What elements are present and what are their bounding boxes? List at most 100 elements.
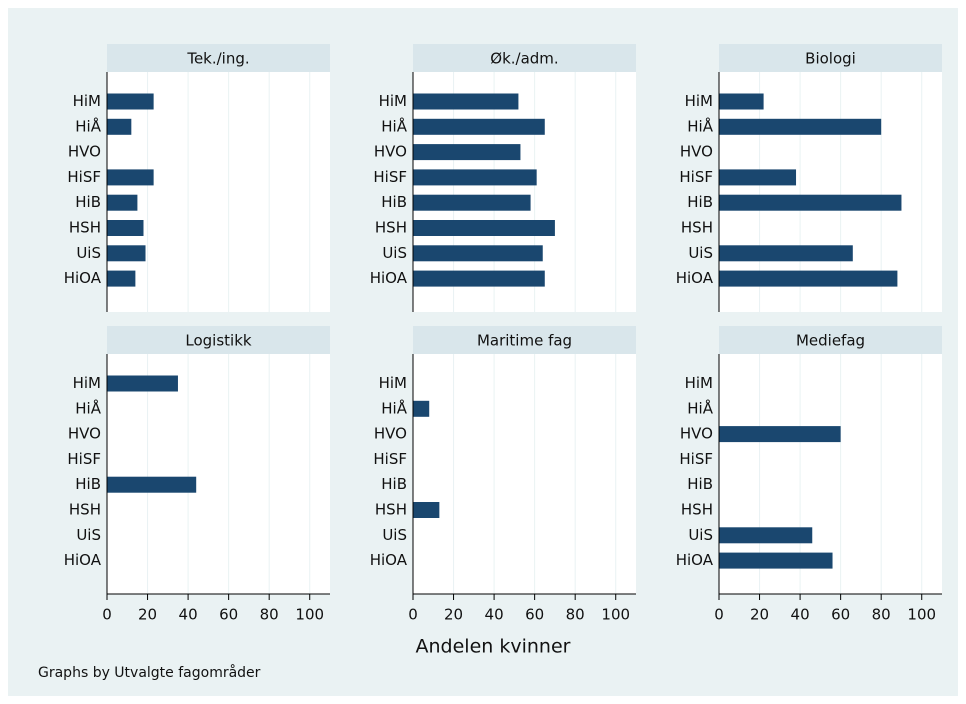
y-tick-label: HiSF — [373, 168, 407, 186]
y-tick-label: HiSF — [67, 168, 101, 186]
bar — [107, 375, 178, 392]
y-tick-label: HiOA — [676, 551, 714, 569]
x-tick-label: 100 — [295, 606, 324, 624]
plot-area — [107, 354, 330, 594]
y-tick-label: UiS — [76, 244, 101, 262]
y-tick-label: HiOA — [370, 269, 408, 287]
y-tick-label: HiÅ — [75, 116, 101, 135]
strip — [107, 44, 330, 72]
x-tick-label: 0 — [408, 606, 418, 624]
y-tick-label: HiÅ — [381, 398, 407, 417]
y-tick-label: UiS — [688, 526, 713, 544]
y-tick-label: HVO — [68, 143, 101, 161]
bar — [719, 426, 841, 443]
y-tick-label: HiSF — [67, 450, 101, 468]
plot-area — [413, 354, 636, 594]
x-tick-label: 60 — [831, 606, 850, 624]
y-tick-label: HSH — [681, 219, 713, 237]
strip — [719, 326, 942, 354]
y-tick-label: HiM — [73, 92, 101, 110]
y-tick-label: HiB — [381, 475, 407, 493]
bar — [719, 169, 797, 186]
y-tick-label: UiS — [688, 244, 713, 262]
y-tick-label: HiB — [687, 475, 713, 493]
bar — [107, 476, 197, 493]
y-tick-label: HVO — [680, 425, 713, 443]
bar — [719, 194, 902, 211]
x-tick-label: 100 — [907, 606, 936, 624]
strip — [719, 44, 942, 72]
bar — [413, 400, 430, 417]
note: Graphs by Utvalgte fagområder — [38, 664, 261, 681]
bar — [719, 270, 898, 287]
bar — [413, 245, 543, 262]
y-tick-label: HiÅ — [687, 398, 713, 417]
bar — [107, 93, 154, 110]
x-tick-label: 100 — [601, 606, 630, 624]
y-tick-label: HSH — [375, 501, 407, 519]
x-tick-label: 40 — [791, 606, 810, 624]
x-tick-label: 80 — [872, 606, 891, 624]
bar — [413, 270, 545, 287]
x-tick-label: 40 — [179, 606, 198, 624]
bar — [413, 144, 521, 161]
bar — [413, 93, 519, 110]
y-tick-label: HSH — [681, 501, 713, 519]
y-tick-label: HiOA — [370, 551, 408, 569]
panel-title: Mediefag — [796, 332, 865, 350]
bar — [719, 93, 764, 110]
y-tick-label: HiOA — [64, 269, 102, 287]
y-tick-label: HSH — [375, 219, 407, 237]
y-tick-label: HiB — [381, 193, 407, 211]
bar — [107, 169, 154, 186]
y-tick-label: HSH — [69, 501, 101, 519]
bar — [413, 502, 440, 518]
x-tick-label: 20 — [750, 606, 769, 624]
bar — [719, 527, 813, 544]
x-tick-label: 0 — [102, 606, 112, 624]
x-tick-label: 0 — [714, 606, 724, 624]
x-tick-label: 80 — [260, 606, 279, 624]
panel-title: Tek./ing. — [186, 50, 249, 68]
x-tick-label: 20 — [444, 606, 463, 624]
y-tick-label: HiB — [687, 193, 713, 211]
y-tick-label: UiS — [76, 526, 101, 544]
y-tick-label: HiB — [75, 193, 101, 211]
bar — [107, 245, 146, 262]
y-tick-label: HiSF — [679, 450, 713, 468]
bar — [107, 220, 144, 236]
y-tick-label: UiS — [382, 526, 407, 544]
strip — [413, 44, 636, 72]
panel-title: Øk./adm. — [490, 50, 558, 68]
x-tick-label: 80 — [566, 606, 585, 624]
y-tick-label: HVO — [680, 143, 713, 161]
bar — [107, 270, 136, 287]
y-tick-label: HiSF — [373, 450, 407, 468]
y-tick-label: HiÅ — [381, 116, 407, 135]
y-tick-label: HVO — [374, 143, 407, 161]
y-tick-label: HVO — [68, 425, 101, 443]
x-axis-label: Andelen kvinner — [416, 636, 571, 658]
bar — [719, 552, 833, 569]
y-tick-label: HiM — [379, 374, 407, 392]
bar — [107, 194, 138, 211]
y-tick-label: HiÅ — [75, 398, 101, 417]
strip — [413, 326, 636, 354]
bar — [413, 169, 537, 186]
x-tick-label: 60 — [525, 606, 544, 624]
y-tick-label: HiM — [685, 92, 713, 110]
y-tick-label: HiOA — [676, 269, 714, 287]
panel-title: Biologi — [805, 50, 856, 68]
y-tick-label: HiM — [73, 374, 101, 392]
bar — [107, 118, 132, 135]
bar — [413, 118, 545, 135]
x-tick-label: 40 — [485, 606, 504, 624]
y-tick-label: UiS — [382, 244, 407, 262]
bar — [413, 194, 531, 211]
bar — [719, 118, 882, 135]
bar — [413, 220, 555, 236]
plot-area — [107, 72, 330, 312]
strip — [107, 326, 330, 354]
bar — [719, 245, 853, 262]
